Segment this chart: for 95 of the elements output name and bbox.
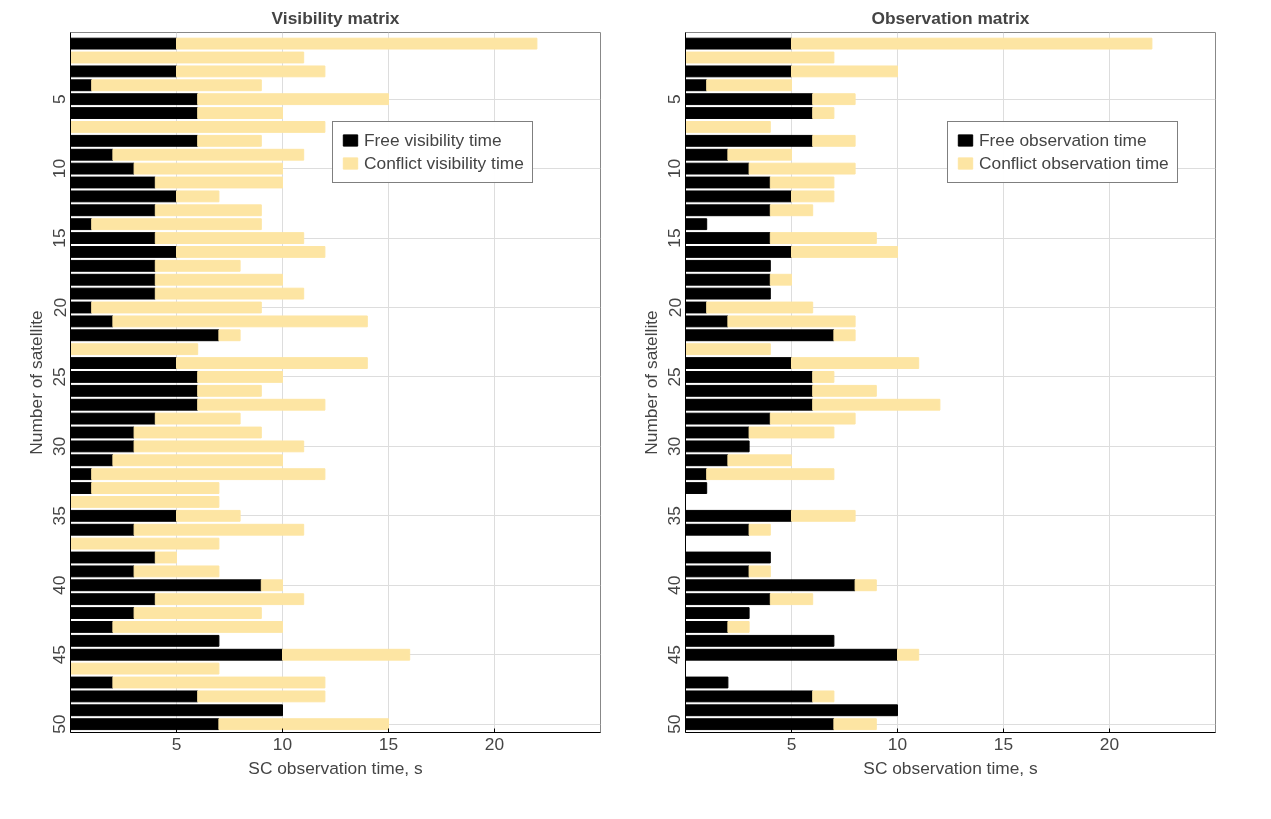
x-tick-label: 10	[272, 733, 293, 754]
y-tick-label: 45	[664, 645, 685, 665]
bar	[197, 134, 262, 147]
y-tick-label: 30	[664, 436, 685, 457]
bar	[706, 79, 792, 92]
legend-label: Free visibility time	[364, 129, 502, 151]
x-tick-label: 5	[171, 733, 182, 754]
bar	[727, 148, 792, 161]
bar	[727, 621, 750, 633]
bar	[197, 371, 283, 383]
legend-label: Conflict visibility time	[364, 152, 524, 174]
bar	[854, 579, 877, 592]
bar	[112, 454, 283, 467]
bar	[812, 398, 941, 411]
legend-label: Free observation time	[979, 129, 1147, 151]
bar	[70, 496, 220, 508]
x-tick-label: 20	[1099, 733, 1120, 754]
bar	[218, 718, 389, 731]
bar	[769, 232, 877, 244]
y-axis-title: Number of satellite	[640, 310, 661, 455]
y-tick-label: 10	[664, 158, 685, 179]
bar	[812, 93, 856, 106]
y-tick-label: 10	[49, 158, 70, 179]
bar	[176, 246, 326, 258]
chart-title: Visibility matrix	[271, 7, 400, 28]
y-tick-label: 35	[664, 506, 685, 526]
bar	[91, 468, 326, 481]
legend-label: Conflict observation time	[979, 152, 1169, 174]
bar	[112, 148, 305, 161]
bar	[218, 329, 241, 342]
bar	[748, 565, 771, 578]
x-axis-title: SC observation time, s	[248, 757, 423, 778]
x-tick-label: 20	[484, 733, 505, 754]
bar	[154, 232, 305, 244]
bar	[812, 690, 835, 703]
y-tick-label: 45	[49, 645, 70, 665]
bar	[812, 134, 856, 147]
y-tick-label: 40	[664, 575, 685, 595]
bar	[812, 371, 835, 383]
y-tick-label: 50	[664, 714, 685, 734]
x-tick-label: 15	[993, 733, 1014, 754]
bar	[154, 593, 305, 606]
bar	[91, 482, 220, 494]
y-tick-label: 35	[49, 506, 70, 526]
bar	[791, 509, 856, 522]
x-axis-title: SC observation time, s	[863, 757, 1038, 778]
y-tick-label: 25	[49, 367, 70, 387]
bar	[91, 79, 262, 92]
bar	[197, 398, 326, 411]
y-tick-label: 30	[49, 436, 70, 457]
bar	[91, 218, 262, 231]
bar	[833, 718, 877, 731]
y-tick-label: 20	[49, 297, 70, 318]
x-tick-label: 10	[887, 733, 908, 754]
bar	[176, 509, 241, 522]
bar	[769, 273, 792, 286]
bar	[727, 454, 792, 467]
bar	[197, 93, 389, 106]
y-tick-label: 25	[664, 367, 685, 387]
bar	[685, 343, 771, 356]
chart-title: Observation matrix	[871, 7, 1030, 28]
bar	[897, 648, 920, 661]
bar	[70, 121, 326, 133]
bar	[685, 121, 771, 133]
bar	[133, 523, 305, 536]
bar	[706, 468, 835, 481]
bar	[154, 259, 241, 272]
y-tick-label: 15	[664, 228, 685, 248]
y-tick-label: 5	[664, 94, 685, 104]
bar	[812, 107, 835, 119]
bar	[748, 523, 771, 536]
bar	[791, 246, 898, 258]
y-tick-label: 40	[49, 575, 70, 595]
y-axis-title: Number of satellite	[25, 310, 46, 455]
bar	[791, 357, 920, 369]
bar	[197, 107, 283, 119]
bar	[260, 579, 283, 592]
bar	[112, 621, 283, 633]
bar	[282, 648, 411, 661]
bar	[133, 607, 262, 619]
y-tick-label: 15	[49, 228, 70, 248]
bar	[769, 593, 814, 606]
y-tick-label: 20	[664, 297, 685, 318]
bar	[833, 329, 856, 342]
bar	[769, 204, 814, 217]
bar	[70, 343, 199, 356]
y-tick-label: 5	[49, 94, 70, 104]
x-tick-label: 5	[786, 733, 797, 754]
bar	[154, 273, 283, 286]
bar	[812, 384, 877, 397]
bar	[154, 204, 262, 217]
bar	[176, 357, 368, 369]
x-tick-label: 15	[378, 733, 399, 754]
bar	[197, 384, 262, 397]
y-tick-label: 50	[49, 714, 70, 734]
